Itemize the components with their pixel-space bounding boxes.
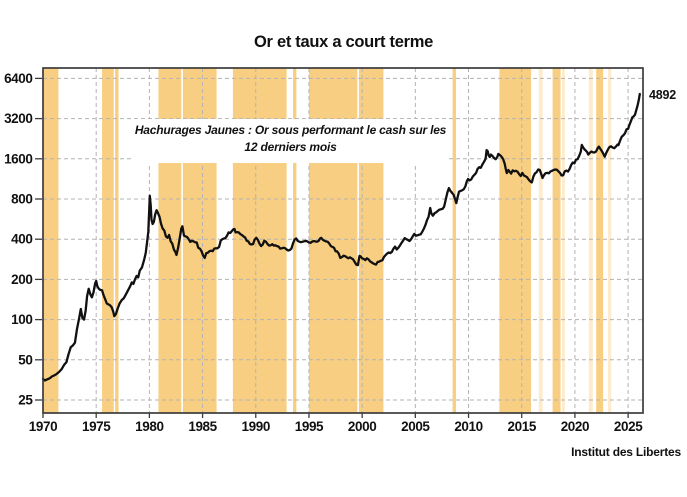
y-tick-label: 200 [11, 272, 32, 287]
x-tick-label: 1990 [242, 419, 270, 434]
x-tick-label: 2020 [561, 419, 589, 434]
underperformance-band [561, 68, 565, 413]
y-tick-label: 800 [11, 192, 32, 207]
underperformance-band [115, 68, 119, 413]
x-tick-label: 2025 [614, 419, 643, 434]
x-tick-label: 2005 [401, 419, 430, 434]
x-tick-label: 1980 [135, 419, 163, 434]
underperformance-band [607, 68, 612, 413]
underperformance-band [452, 68, 456, 413]
y-tick-label: 1600 [4, 151, 32, 166]
annotation-line-1: Hachurages Jaunes : Or sous performant l… [134, 123, 447, 137]
chart-title: Or et taux a court terme [254, 33, 433, 51]
x-tick-label: 2010 [454, 419, 482, 434]
x-tick-label: 1970 [29, 419, 57, 434]
annotation-background [134, 119, 447, 163]
underperformance-band [596, 68, 604, 413]
underperformance-band [552, 68, 561, 413]
y-tick-label: 100 [11, 312, 32, 327]
underperformance-band [588, 68, 593, 413]
last-value-label: 4892 [649, 88, 677, 102]
underperformance-band [43, 68, 59, 413]
underperformance-band [538, 68, 543, 413]
x-tick-label: 1985 [188, 419, 217, 434]
bands-legend-annotation: Hachurages Jaunes : Or sous performant l… [134, 122, 447, 156]
y-tick-label: 6400 [4, 71, 32, 86]
x-tick-label: 1995 [295, 419, 324, 434]
underperformance-band [102, 68, 114, 413]
y-tick-label: 400 [11, 232, 32, 247]
x-tick-label: 1975 [82, 419, 111, 434]
y-tick-label: 3200 [4, 111, 32, 126]
source-credit: Institut des Libertes [571, 445, 681, 459]
y-tick-label: 25 [18, 393, 33, 408]
x-tick-label: 2015 [508, 419, 537, 434]
annotation-line-2: 12 derniers mois [244, 140, 337, 154]
plot-frame [42, 67, 644, 414]
gold-price-line [41, 92, 641, 382]
underperformance-band [499, 68, 532, 413]
x-tick-label: 2000 [348, 419, 376, 434]
y-tick-label: 50 [18, 352, 32, 367]
